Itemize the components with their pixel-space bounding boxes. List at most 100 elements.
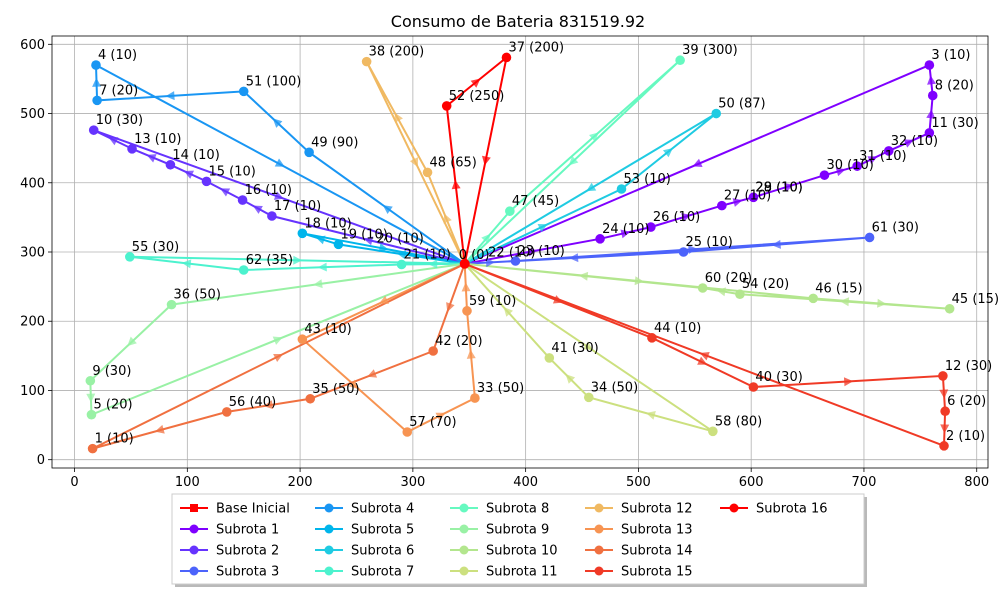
legend-swatch-marker xyxy=(190,504,198,512)
direction-arrow xyxy=(274,158,285,167)
direction-arrow xyxy=(220,188,231,197)
x-tick-label: 0 xyxy=(70,475,78,490)
point-label: 14 (10) xyxy=(172,148,219,163)
point-labels: 1 (10) 2 (10) 3 (10) 4 (10) 5 (20) 6 (20) 7 (2… xyxy=(92,40,999,446)
direction-arrow xyxy=(582,341,593,351)
direction-arrow xyxy=(428,259,438,269)
direction-arrow xyxy=(716,287,726,297)
direction-arrow xyxy=(470,78,481,88)
route-point xyxy=(646,222,656,232)
route-point xyxy=(748,192,759,203)
route-point xyxy=(91,60,101,70)
route-point xyxy=(940,406,950,417)
point-label: 34 (50) xyxy=(591,380,638,395)
route-point xyxy=(883,146,894,156)
point-label: 19 (10) xyxy=(340,227,387,242)
point-label: 24 (10) xyxy=(602,222,649,237)
direction-arrow xyxy=(527,247,538,257)
legend-entry-label: Subrota 4 xyxy=(351,502,414,517)
direction-arrow xyxy=(926,109,936,119)
route-point xyxy=(924,60,935,70)
route-point xyxy=(166,299,177,310)
direction-arrow xyxy=(569,253,579,263)
direction-arrow xyxy=(481,233,491,244)
direction-arrow xyxy=(589,132,599,142)
point-label: 32 (10) xyxy=(891,134,938,149)
point-label: 31 (10) xyxy=(859,149,906,164)
y-tick-label: 200 xyxy=(20,315,45,330)
route-point xyxy=(470,393,480,403)
route-point xyxy=(221,407,232,417)
direction-arrow xyxy=(378,295,390,304)
route-point xyxy=(647,333,657,343)
direction-arrow xyxy=(485,258,496,268)
chart-title: Consumo de Bateria 831519.92 xyxy=(391,12,645,31)
route-point xyxy=(717,200,727,211)
route-point xyxy=(86,409,97,420)
legend-swatch-marker xyxy=(324,566,334,576)
legend-swatch-marker xyxy=(189,524,199,534)
route-point xyxy=(402,427,413,437)
route-point xyxy=(441,101,452,111)
route-point xyxy=(735,289,745,300)
point-label: 25 (10) xyxy=(686,235,733,250)
legend-entry-label: Subrota 11 xyxy=(486,565,558,580)
route-point xyxy=(864,232,875,243)
legend-entry-label: Subrota 16 xyxy=(756,502,828,517)
direction-arrow xyxy=(697,356,708,365)
route-point xyxy=(85,375,96,386)
x-tick-label: 600 xyxy=(739,475,764,490)
x-tick-label: 100 xyxy=(175,475,200,490)
legend-entry-label: Subrota 2 xyxy=(216,544,279,559)
route-point xyxy=(924,128,935,138)
point-label: 45 (15) xyxy=(952,292,999,307)
point-label: 40 (30) xyxy=(755,370,802,385)
legend-entry-label: Subrota 15 xyxy=(621,565,693,580)
legend-swatch-marker xyxy=(594,566,604,576)
legend-entry-label: Subrota 10 xyxy=(486,544,558,559)
direction-arrow xyxy=(146,154,157,163)
point-label: 42 (20) xyxy=(435,334,482,349)
direction-arrow xyxy=(839,297,850,307)
legend-entry-label: Subrota 3 xyxy=(216,565,279,580)
route-point xyxy=(297,228,308,239)
y-tick-label: 100 xyxy=(20,384,45,399)
route-point xyxy=(708,426,718,437)
route-points xyxy=(85,52,955,454)
direction-arrow xyxy=(927,75,937,85)
legend-swatch-marker xyxy=(459,566,469,576)
direction-arrow xyxy=(108,137,119,146)
legend-entry-label: Subrota 9 xyxy=(486,523,549,538)
direction-arrow xyxy=(552,295,563,304)
point-label: 3 (10) xyxy=(931,48,970,63)
legend-entry-label: Subrota 14 xyxy=(621,544,693,559)
route-point xyxy=(267,211,277,221)
legend-swatch-marker xyxy=(324,503,334,513)
y-tick-label: 300 xyxy=(20,246,45,261)
route-point xyxy=(544,353,555,363)
legend-swatch-marker xyxy=(594,503,604,513)
legend-swatch-marker xyxy=(459,524,469,534)
route-point xyxy=(305,393,316,404)
route-point xyxy=(595,234,605,244)
route-point xyxy=(675,55,685,66)
point-label: 6 (20) xyxy=(947,394,986,409)
direction-arrow xyxy=(315,235,326,245)
route-point xyxy=(92,95,102,106)
direction-arrow xyxy=(252,205,263,214)
route-point xyxy=(927,90,938,101)
route-point xyxy=(505,206,515,216)
direction-arrow xyxy=(681,213,692,222)
point-label: 1 (10) xyxy=(95,432,134,447)
route-point xyxy=(462,306,472,316)
x-tick-label: 800 xyxy=(964,475,989,490)
direction-arrow xyxy=(939,389,949,399)
direction-arrow xyxy=(699,352,710,361)
legend-entry-label: Subrota 13 xyxy=(621,523,693,538)
direction-arrow xyxy=(363,236,374,246)
point-label: 59 (10) xyxy=(469,294,516,309)
point-label: 33 (50) xyxy=(477,381,524,396)
direction-arrow xyxy=(378,243,389,253)
point-label: 60 (20) xyxy=(705,271,752,286)
route-point xyxy=(422,167,433,178)
